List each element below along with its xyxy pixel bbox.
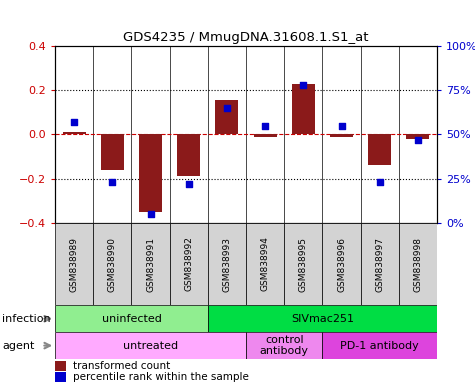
Text: percentile rank within the sample: percentile rank within the sample xyxy=(73,372,248,382)
Text: uninfected: uninfected xyxy=(102,314,162,324)
Bar xyxy=(170,223,208,305)
Point xyxy=(300,82,307,88)
Bar xyxy=(208,223,246,305)
Text: GSM838990: GSM838990 xyxy=(108,237,117,291)
Point xyxy=(261,122,269,129)
Bar xyxy=(323,223,361,305)
Point xyxy=(338,122,345,129)
Point xyxy=(414,137,422,143)
Bar xyxy=(323,332,437,359)
Bar xyxy=(55,223,93,305)
Bar xyxy=(55,332,246,359)
Bar xyxy=(361,223,399,305)
Point xyxy=(223,105,231,111)
Bar xyxy=(407,134,429,139)
Bar xyxy=(208,305,437,332)
Title: GDS4235 / MmugDNA.31608.1.S1_at: GDS4235 / MmugDNA.31608.1.S1_at xyxy=(124,30,369,43)
Bar xyxy=(101,134,124,170)
Text: GSM838995: GSM838995 xyxy=(299,237,308,291)
Bar xyxy=(330,134,353,137)
Text: GSM838992: GSM838992 xyxy=(184,237,193,291)
Text: GSM838994: GSM838994 xyxy=(261,237,270,291)
Text: GSM838997: GSM838997 xyxy=(375,237,384,291)
Bar xyxy=(292,84,315,134)
Bar xyxy=(93,223,132,305)
Bar xyxy=(254,134,276,137)
Text: GSM838991: GSM838991 xyxy=(146,237,155,291)
Bar xyxy=(132,223,170,305)
Bar xyxy=(63,132,86,134)
Text: infection: infection xyxy=(2,314,51,324)
Bar xyxy=(284,223,323,305)
Text: GSM838998: GSM838998 xyxy=(413,237,422,291)
Point xyxy=(185,181,192,187)
Text: control
antibody: control antibody xyxy=(260,335,309,356)
Bar xyxy=(139,134,162,212)
Point xyxy=(147,211,154,217)
Bar xyxy=(177,134,200,176)
Text: GSM838996: GSM838996 xyxy=(337,237,346,291)
Bar xyxy=(55,305,208,332)
Text: GSM838989: GSM838989 xyxy=(70,237,79,291)
Bar xyxy=(246,332,323,359)
Text: SIVmac251: SIVmac251 xyxy=(291,314,354,324)
Point xyxy=(376,179,383,185)
Bar xyxy=(216,100,238,134)
Bar xyxy=(399,223,437,305)
Text: untreated: untreated xyxy=(123,341,178,351)
Text: PD-1 antibody: PD-1 antibody xyxy=(341,341,419,351)
Point xyxy=(109,179,116,185)
Text: agent: agent xyxy=(2,341,35,351)
Text: GSM838993: GSM838993 xyxy=(222,237,231,291)
Point xyxy=(70,119,78,125)
Bar xyxy=(246,223,284,305)
Text: transformed count: transformed count xyxy=(73,361,170,371)
Bar xyxy=(368,134,391,165)
